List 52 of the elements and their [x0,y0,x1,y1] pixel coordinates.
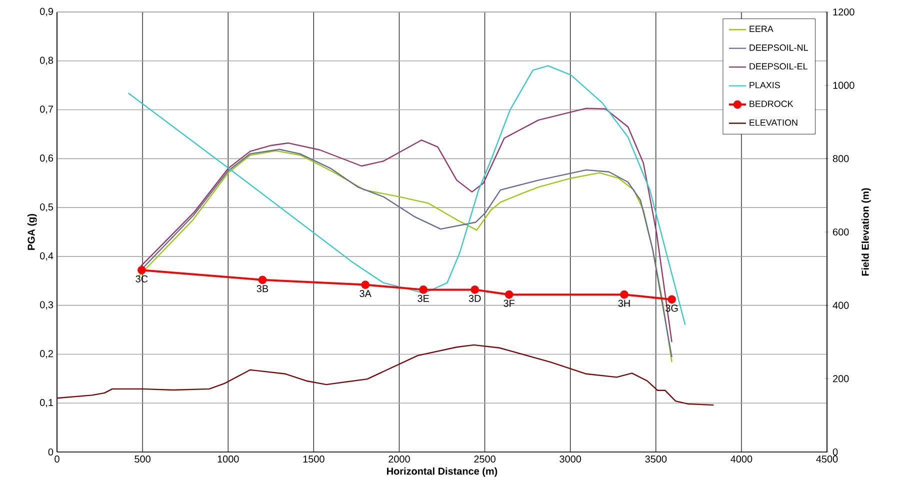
y-tick-label: 0,7 [40,106,53,114]
x-tick-label: 0 [54,456,60,463]
annotation: 3H [618,300,630,307]
y-tick-label: 0,6 [40,154,54,163]
x-tick-label: 500 [134,456,150,463]
y-tick-label: 0,3 [40,301,54,310]
x-tick-label: 4000 [730,456,752,463]
annotation: 3F [504,300,514,307]
legend-label: PLAXIS [750,82,780,88]
point [470,286,480,294]
x-tick-label: 2500 [474,456,496,463]
y-tick-label: 0,8 [40,56,54,66]
y-tick-label: 0,9 [40,8,54,16]
line-series [57,344,714,406]
y2-tick-label: 200 [833,375,849,382]
line-series [128,65,686,326]
point [504,290,514,299]
x-tick-label: 1000 [218,456,239,463]
legend-label: DEEPSOIL-NL [750,44,808,51]
y-tick-label: 0,5 [40,203,54,212]
annotation: 3A [360,290,372,298]
annotation: 3E [418,294,430,302]
point [419,286,428,294]
y2-tick-label: 1000 [833,82,854,89]
legend-label: ELEVATION [750,119,798,126]
point [620,290,628,299]
x-tick-label: 1500 [303,456,324,463]
x-axis-title: Horizontal Distance (m) [387,467,498,477]
y2-tick-label: 400 [832,302,849,309]
y2-axis-title: Field Elevation (m) [862,188,871,276]
y-tick-label: 0,4 [40,252,54,261]
point [668,295,676,304]
annotation: 3D [468,294,481,302]
y2-tick-label: 0 [832,448,838,456]
legend-label: DEEPSOIL-EL [750,63,808,70]
point [361,280,370,289]
annotation: 3B [256,285,268,292]
y-tick-label: 0,1 [40,399,53,408]
y2-tick-label: 600 [833,228,849,236]
point [138,266,146,274]
y2-tick-label: 1200 [833,8,854,16]
x-tick-label: 3500 [645,456,667,463]
y-tick-label: 0 [48,448,54,456]
x-tick-label: 4500 [816,456,838,463]
y-tick-label: 0,2 [40,350,53,358]
y-axis-title: PGA (g) [27,214,37,250]
legend-label: EERA [750,26,774,32]
x-tick-label: 3000 [560,456,582,463]
y2-tick-label: 800 [832,155,849,162]
legend-label: BEDROCK [750,100,794,108]
x-tick-label: 2000 [388,456,410,463]
point [258,276,267,284]
